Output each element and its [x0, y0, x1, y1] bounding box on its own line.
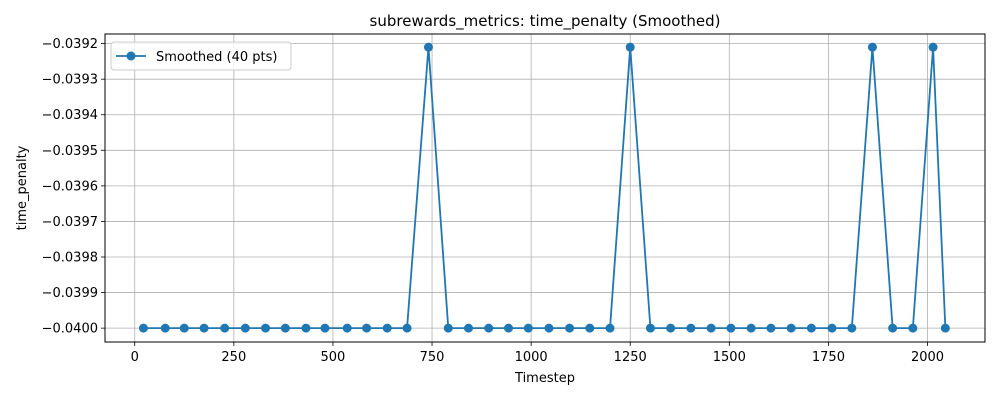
data-point-marker: [220, 323, 230, 333]
legend-box: [110, 41, 292, 71]
data-point-marker: [484, 323, 494, 333]
data-point-marker: [240, 323, 250, 333]
data-point-marker: [138, 323, 148, 333]
data-point-marker: [726, 323, 736, 333]
data-point-marker: [402, 323, 412, 333]
data-point-marker: [686, 323, 696, 333]
data-point-marker: [666, 323, 676, 333]
data-point-marker: [706, 323, 716, 333]
data-point-marker: [625, 42, 635, 52]
x-tick-label: 1250: [614, 350, 647, 365]
data-point-marker: [280, 323, 290, 333]
data-point-marker: [940, 323, 950, 333]
plot-frame: [104, 33, 986, 343]
chart-title: subrewards_metrics: time_penalty (Smooth…: [370, 12, 721, 31]
x-tick-label: 500: [321, 350, 346, 365]
data-point-marker: [867, 42, 877, 52]
y-tick-label: −0.0393: [42, 73, 98, 88]
data-point-marker: [199, 323, 209, 333]
data-point-marker: [160, 323, 170, 333]
x-tick-label: 1000: [515, 350, 548, 365]
x-tick-label: 2000: [911, 350, 944, 365]
data-point-marker: [342, 323, 352, 333]
data-point-marker: [827, 323, 837, 333]
data-point-marker: [605, 323, 615, 333]
data-point-marker: [179, 323, 189, 333]
y-tick-label: −0.0396: [42, 179, 98, 194]
data-point-marker: [908, 323, 918, 333]
series-layer: [138, 42, 950, 333]
y-tick-label: −0.0394: [42, 108, 98, 123]
data-point-marker: [645, 323, 655, 333]
data-point-marker: [301, 323, 311, 333]
x-tick-label: 250: [221, 350, 246, 365]
legend: Smoothed (40 pts): [110, 41, 292, 71]
data-point-marker: [320, 323, 330, 333]
x-axis-label: Timestep: [514, 371, 575, 386]
data-point-marker: [362, 323, 372, 333]
x-tick-label: 750: [420, 350, 445, 365]
data-point-marker: [766, 323, 776, 333]
data-point-marker: [544, 323, 554, 333]
data-point-marker: [786, 323, 796, 333]
y-tick-label: −0.0392: [42, 37, 98, 52]
data-point-marker: [423, 42, 433, 52]
data-point-marker: [504, 323, 514, 333]
legend-marker-swatch: [126, 51, 136, 61]
data-point-marker: [847, 323, 857, 333]
data-point-marker: [463, 323, 473, 333]
data-point-marker: [443, 323, 453, 333]
data-point-marker: [382, 323, 392, 333]
y-tick-label: −0.0397: [42, 215, 98, 230]
data-point-marker: [261, 323, 271, 333]
data-point-marker: [565, 323, 575, 333]
data-point-marker: [928, 42, 938, 52]
x-tick-label: 1750: [812, 350, 845, 365]
legend-label: Smoothed (40 pts): [156, 50, 277, 65]
data-point-marker: [523, 323, 533, 333]
y-tick-label: −0.0395: [42, 144, 98, 159]
data-point-marker: [746, 323, 756, 333]
y-tick-label: −0.0398: [42, 250, 98, 265]
x-tick-label: 1500: [713, 350, 746, 365]
data-point-marker: [806, 323, 816, 333]
x-axis-ticks: 0 250 500 750 1000 1250 1500 1750 2000: [131, 342, 944, 365]
y-tick-label: −0.0400: [42, 322, 98, 337]
x-tick-label: 0: [131, 350, 139, 365]
data-point-marker: [585, 323, 595, 333]
y-axis-label: time_penalty: [15, 145, 30, 230]
y-axis-ticks: −0.0400 −0.0399 −0.0398 −0.0397 −0.0396 −0.03…: [42, 37, 105, 337]
y-tick-label: −0.0399: [42, 286, 98, 301]
data-point-marker: [888, 323, 898, 333]
